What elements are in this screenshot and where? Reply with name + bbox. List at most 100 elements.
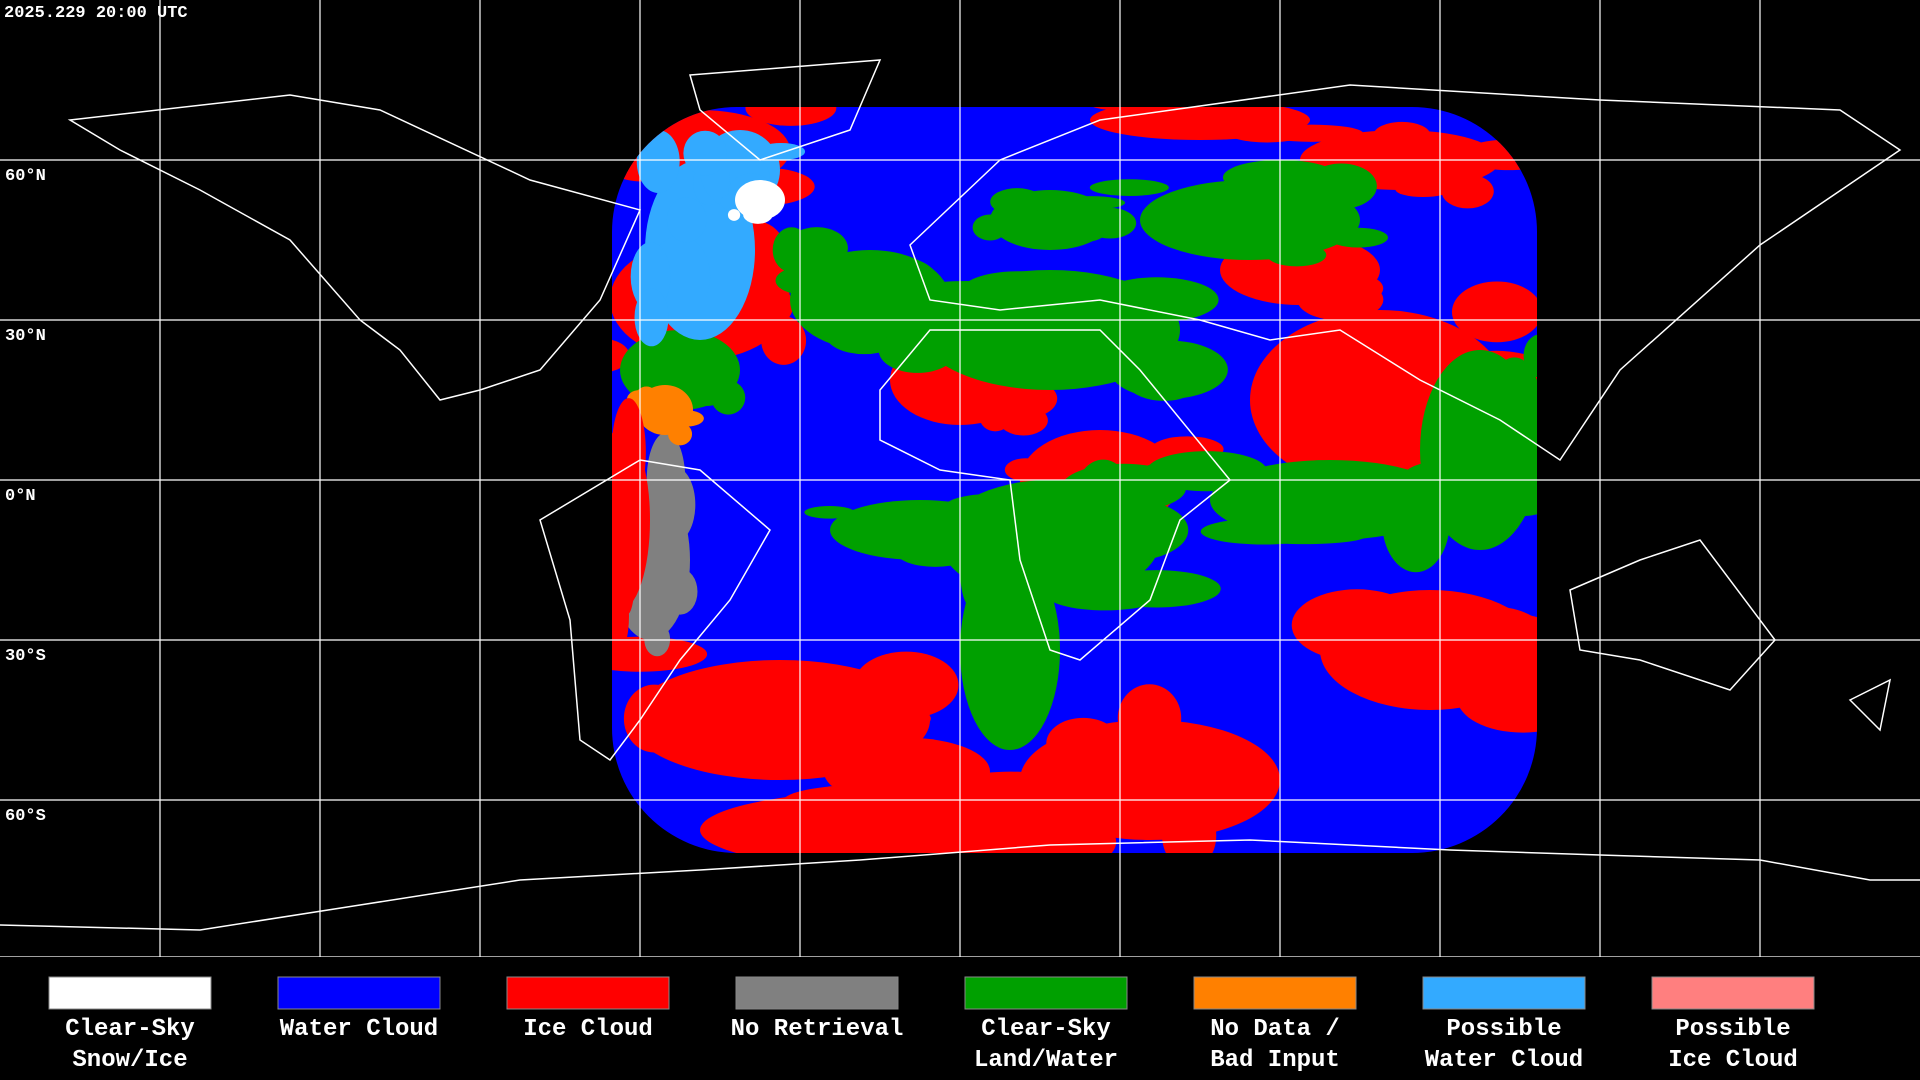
cloud-patch <box>1046 717 1121 769</box>
cloud-patch <box>745 107 837 126</box>
legend-swatch <box>964 976 1128 1010</box>
cloud-patch <box>634 288 669 347</box>
coastline <box>1569 539 1776 691</box>
cloud-patch <box>683 130 727 176</box>
cloud-patch <box>1290 270 1384 307</box>
cloud-patch <box>1044 199 1107 228</box>
cloud-patch <box>1146 107 1212 114</box>
cloud-patch <box>1395 181 1451 198</box>
coastline <box>689 59 882 161</box>
cloud-patch <box>1162 802 1217 853</box>
cloud-patch <box>1493 475 1537 517</box>
latitude-label: 60°N <box>5 167 46 186</box>
cloud-patch <box>979 570 1008 662</box>
legend-label: Ice Cloud <box>1668 1047 1798 1074</box>
cloud-patch <box>1117 684 1182 753</box>
legend: Clear-Sky Snow/Ice Water Cloud Ice Cloud No … <box>48 976 1815 1074</box>
cloud-patch <box>1092 570 1221 608</box>
cloud-patch <box>1260 124 1364 142</box>
legend-swatch <box>506 976 670 1010</box>
cloud-patch <box>1274 379 1391 433</box>
cloud-patch <box>804 506 855 519</box>
cloud-patch <box>999 405 1048 436</box>
cloud-patch <box>894 534 976 567</box>
cloud-patch <box>1308 323 1398 391</box>
cloud-patch <box>1200 518 1327 545</box>
cloud-patch <box>623 684 685 753</box>
cloud-patch <box>1005 599 1048 671</box>
cloud-patch <box>1373 121 1431 149</box>
cloud-patch <box>1525 403 1537 486</box>
cloud-patch <box>612 398 646 506</box>
cloud-patch <box>990 188 1045 216</box>
cloud-patch <box>668 422 693 446</box>
cloud-patch <box>1291 589 1423 662</box>
coastline <box>879 329 1232 661</box>
cloud-patch <box>636 129 680 194</box>
latitude-label: 0°N <box>5 487 36 506</box>
cloud-patch <box>1050 228 1104 243</box>
cloud-patch <box>1267 243 1327 267</box>
legend-label: Water Cloud <box>280 1016 438 1043</box>
cloud-patch <box>972 214 1008 241</box>
legend-swatch <box>1193 976 1357 1010</box>
cloud-patch <box>878 328 957 373</box>
cloud-patch <box>666 197 707 243</box>
cloud-patch <box>1523 334 1537 378</box>
legend-label: Ice Cloud <box>523 1016 653 1043</box>
timestamp: 2025.229 20:00 UTC <box>4 4 188 23</box>
coastline <box>1848 678 1892 732</box>
cloud-patch <box>1382 470 1450 573</box>
latitude-label: 30°S <box>5 647 46 666</box>
legend-swatch <box>1422 976 1586 1010</box>
cloud-patch <box>612 578 629 654</box>
cloud-patch <box>743 205 773 224</box>
cloud-patch <box>670 410 704 427</box>
cloud-patch <box>1451 281 1537 343</box>
cloud-patch <box>1328 227 1388 248</box>
latitude-label: 30°N <box>5 327 46 346</box>
cloud-patch <box>1120 344 1208 401</box>
legend-swatch <box>1651 976 1815 1010</box>
cloud-patch <box>757 142 806 161</box>
legend-label: No Data / <box>1210 1016 1340 1043</box>
cloud-patch <box>1283 460 1356 505</box>
cloud-patch <box>761 316 807 365</box>
cloud-patch <box>1441 174 1494 209</box>
legend-label: Clear-Sky <box>981 1016 1111 1043</box>
cloud-patch <box>1004 458 1047 482</box>
cloud-patch <box>1095 277 1219 323</box>
legend-label: Clear-Sky <box>65 1016 195 1043</box>
cloud-patch <box>869 258 941 317</box>
cloud-patch <box>775 266 839 296</box>
cloud-patch <box>749 199 761 212</box>
legend-swatch <box>735 976 899 1010</box>
cloud-patch <box>946 771 1075 805</box>
legend-label: Possible <box>1446 1016 1561 1043</box>
legend-label: Land/Water <box>974 1047 1118 1074</box>
cloud-patch <box>1147 114 1280 124</box>
cloud-patch <box>1274 167 1348 207</box>
legend-label: Bad Input <box>1210 1047 1340 1074</box>
cloud-patch <box>1457 662 1537 733</box>
legend-label: No Retrieval <box>731 1016 904 1043</box>
cloud-patch <box>1146 451 1268 492</box>
cloud-patch <box>783 784 970 817</box>
legend-label: Possible <box>1675 1016 1790 1043</box>
coastline <box>909 84 1902 462</box>
legend-swatch <box>277 976 441 1010</box>
cloud-phase-region <box>612 107 1537 853</box>
cloud-patch <box>727 209 741 221</box>
cloud-patch <box>1089 179 1169 196</box>
graticule: 60°N 30°N 0°N 30°S 60°S <box>0 0 1920 958</box>
cloud-patch <box>644 622 671 657</box>
cloud-patch <box>826 816 1028 845</box>
cloud-patch <box>979 403 1011 432</box>
cloud-patch <box>1432 606 1537 651</box>
cloud-patch <box>772 227 811 273</box>
cloud-patch <box>1075 459 1131 530</box>
cloud-patch <box>963 271 1077 307</box>
latitude-label: 60°S <box>5 807 46 826</box>
legend-label: Snow/Ice <box>72 1047 187 1074</box>
